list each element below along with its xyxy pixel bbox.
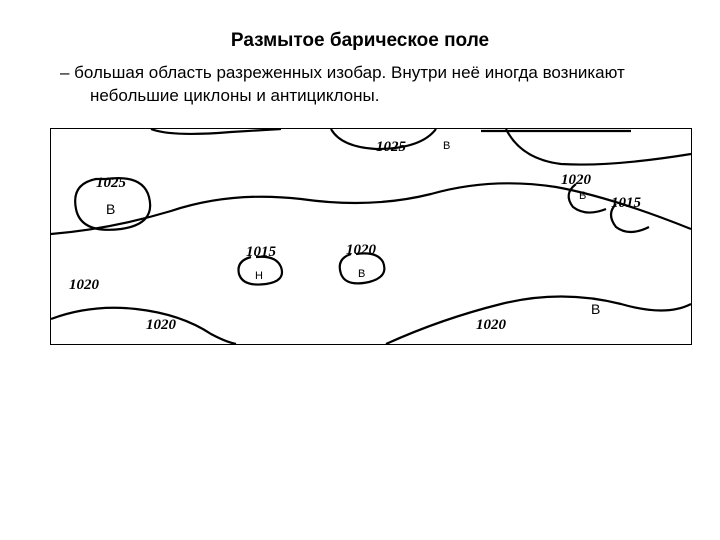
label-Н: Н [255,270,263,282]
label-В: В [579,190,586,202]
description: – большая область разреженных изобар. Вн… [50,62,670,108]
isobar-bottom-right-wave [386,296,691,344]
baric-field-diagram: 1025 В 1025 В 1020 В 1015 1015 Н 1020 В 1020 1020 102… [50,128,692,345]
isobar-bottom-left-curve [51,308,236,344]
desc-line2: небольшие циклоны и антициклоны. [60,85,670,108]
label-В: В [443,140,450,152]
isobar-top-left-curve [151,129,281,134]
diagram-container: 1025 В 1025 В 1020 В 1015 1015 Н 1020 В 1020 1020 102… [50,128,670,345]
label-1020: 1020 [146,317,177,333]
label-1020: 1020 [69,277,100,293]
label-1015: 1015 [246,244,277,260]
label-В: В [591,301,600,317]
label-1025: 1025 [376,139,407,155]
label-1020: 1020 [476,317,507,333]
label-В: В [358,268,365,280]
page-title: Размытое барическое поле [50,30,670,52]
isobar-top-right-wave [506,129,691,165]
label-1015: 1015 [611,195,642,211]
label-1025: 1025 [96,175,127,191]
label-1020: 1020 [561,172,592,188]
label-В: В [106,201,115,217]
desc-line1: – большая область разреженных изобар. Вн… [60,63,625,82]
label-1020: 1020 [346,242,377,258]
